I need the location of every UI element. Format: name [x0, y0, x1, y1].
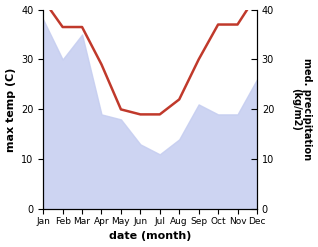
X-axis label: date (month): date (month) — [109, 231, 191, 242]
Y-axis label: max temp (C): max temp (C) — [5, 67, 16, 152]
Y-axis label: med. precipitation
(kg/m2): med. precipitation (kg/m2) — [291, 58, 313, 161]
